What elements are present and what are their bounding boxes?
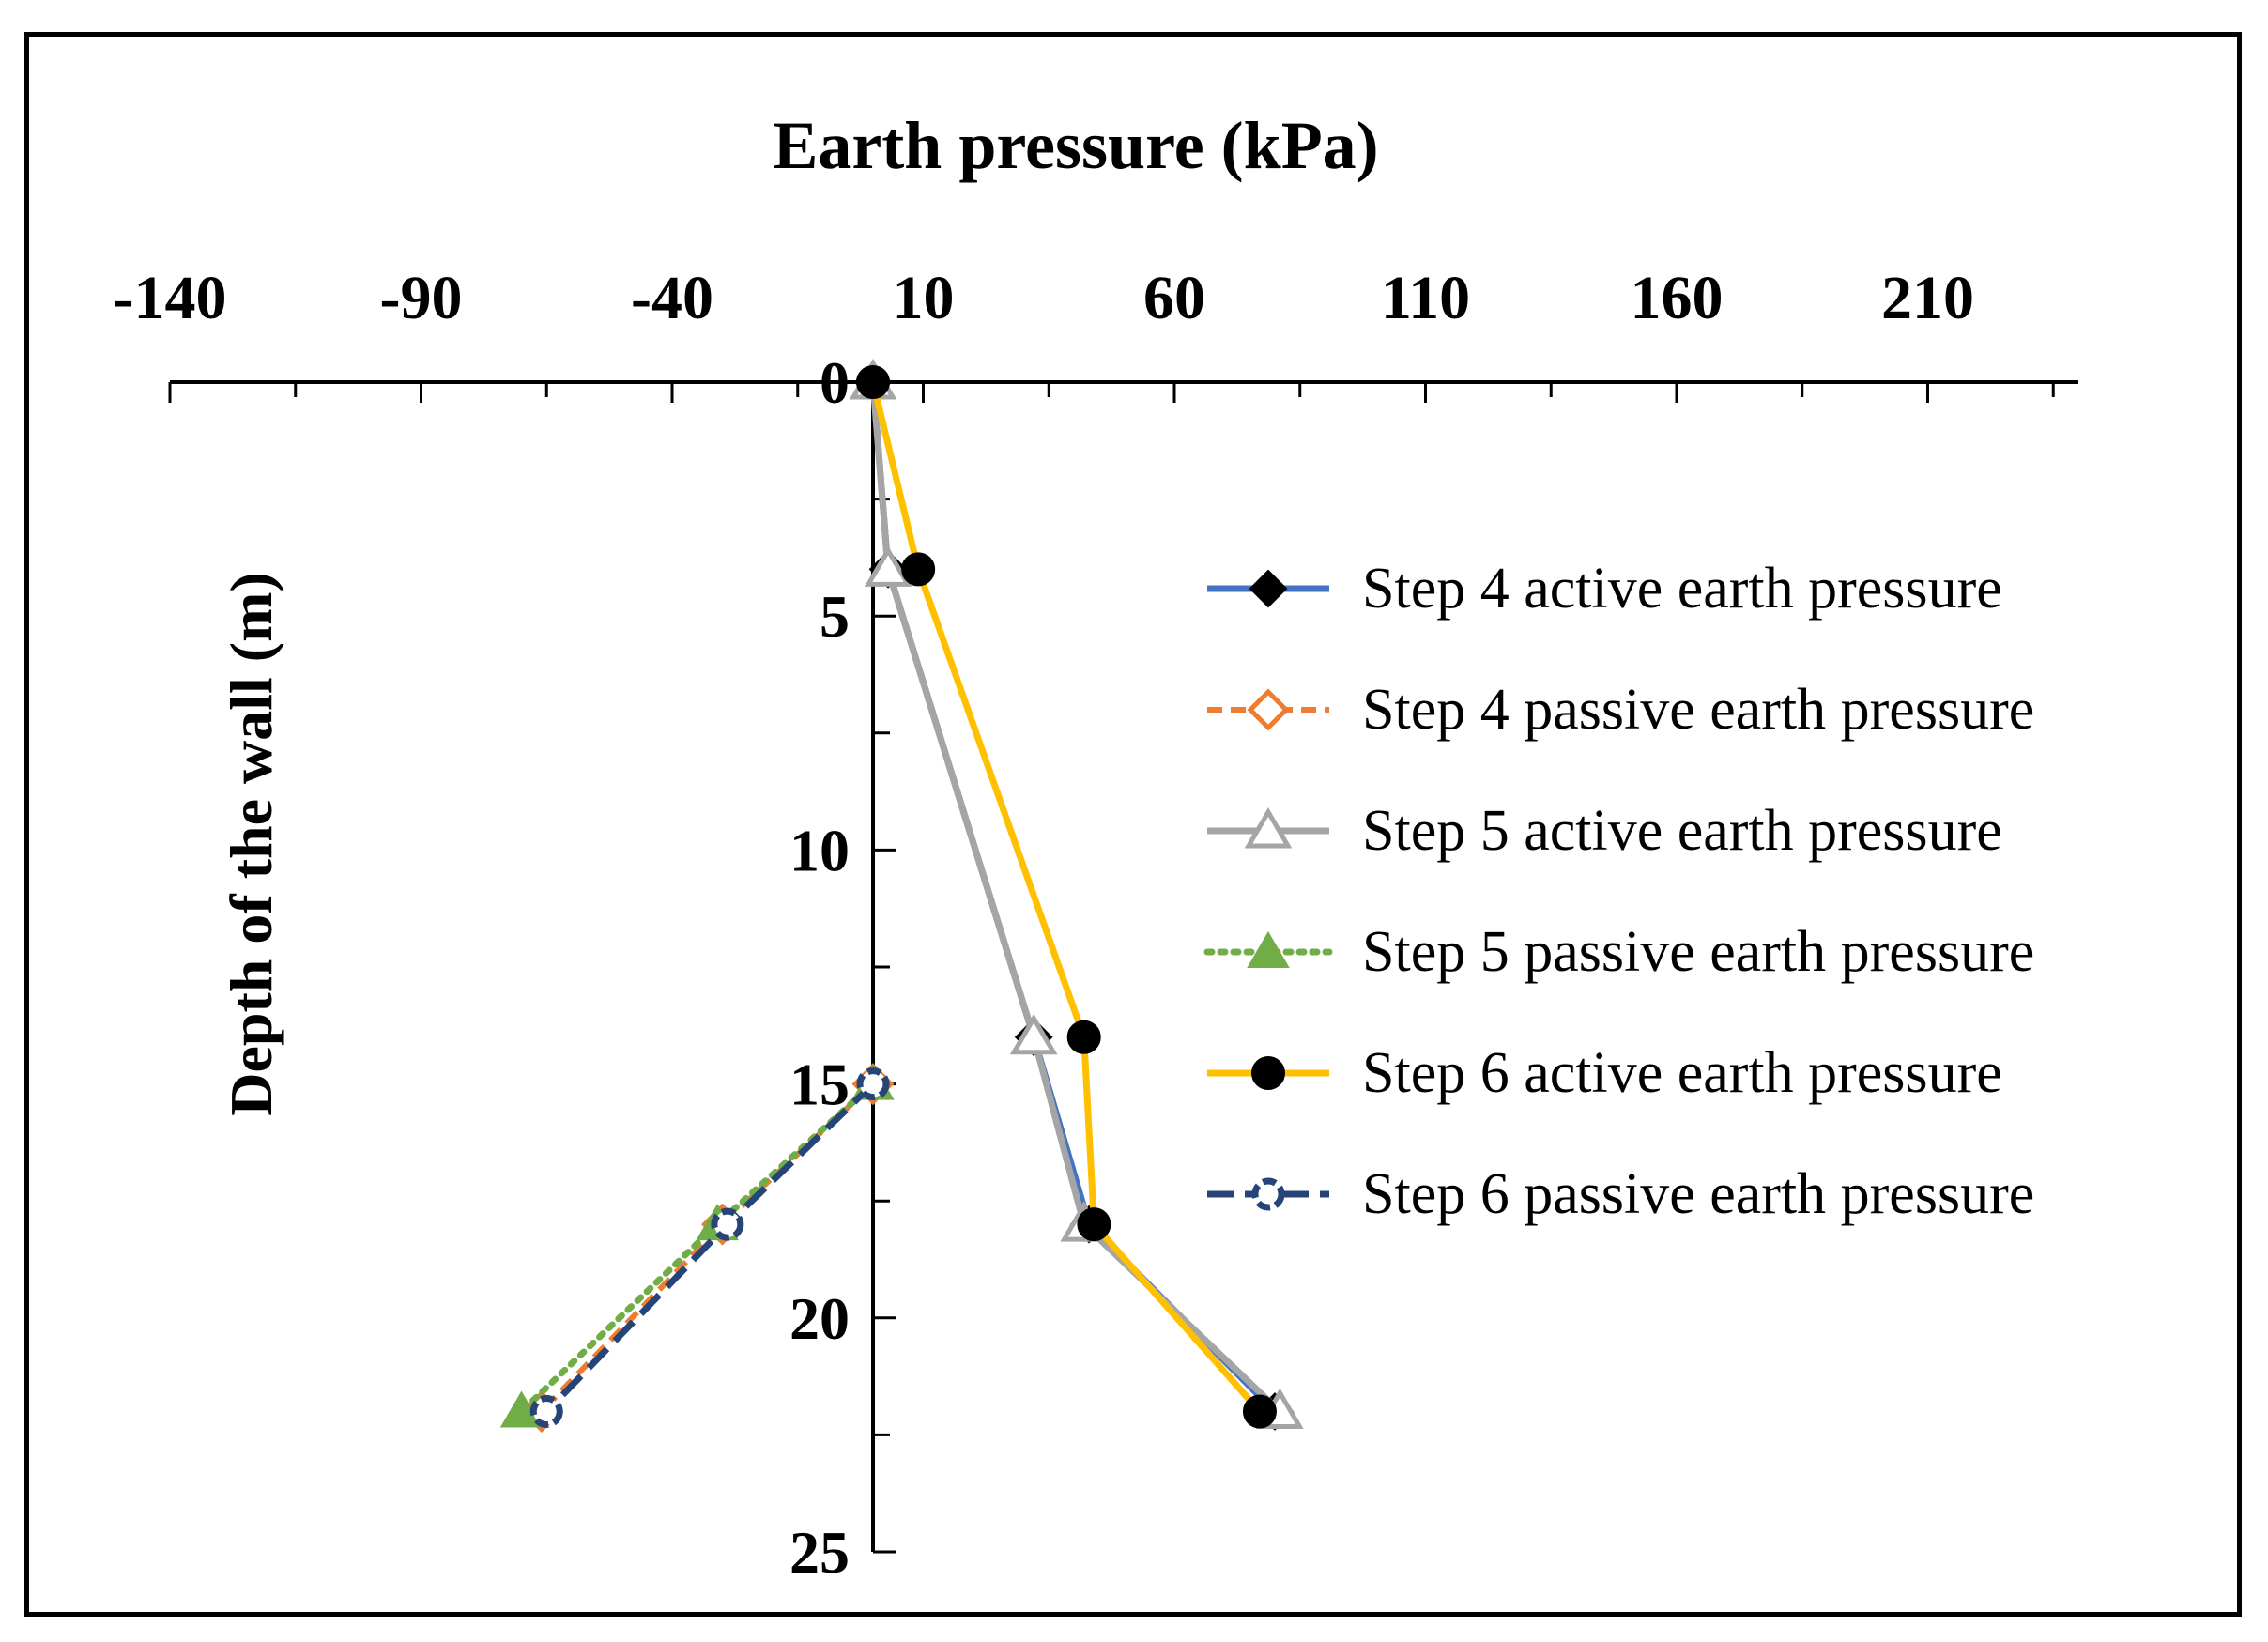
y-tick-label: 5 — [820, 583, 850, 650]
legend-item: Step 6 active earth pressure — [1207, 1041, 2002, 1105]
data-point — [1009, 1013, 1058, 1055]
legend-label: Step 5 passive earth pressure — [1362, 920, 2034, 984]
legend-item: Step 4 passive earth pressure — [1207, 678, 2034, 742]
legend-label: Step 4 active earth pressure — [1362, 557, 2002, 621]
series-layer — [499, 359, 1304, 1434]
y-tick-label: 15 — [789, 1051, 850, 1118]
data-point — [856, 1067, 890, 1101]
y-tick-label: 20 — [789, 1285, 850, 1352]
legend-marker — [1251, 1177, 1285, 1211]
series-line — [869, 381, 1263, 1414]
series-5 — [856, 365, 1277, 1429]
x-tick-label: -140 — [114, 264, 227, 332]
data-point — [856, 365, 890, 399]
data-point — [1066, 1020, 1101, 1054]
series-1 — [853, 362, 1295, 1431]
series-line — [539, 1082, 876, 1414]
series-line — [518, 1081, 877, 1415]
y-tick-label: 25 — [789, 1519, 850, 1586]
legend-label: Step 5 active earth pressure — [1362, 799, 2002, 863]
y-axis: 0 5 10 15 20 25 — [789, 349, 896, 1586]
legend-item: Step 6 passive earth pressure — [1207, 1162, 2034, 1226]
earth-pressure-chart: Earth pressure (kPa) -140 -90 -40 10 60 110 16… — [114, 108, 2078, 1586]
legend-label: Step 6 active earth pressure — [1362, 1041, 2002, 1105]
x-tick-label: 110 — [1381, 264, 1470, 332]
data-point — [901, 552, 936, 587]
x-tick-label: 10 — [893, 264, 955, 332]
legend-marker — [1251, 1056, 1285, 1090]
legend-label: Step 4 passive earth pressure — [1362, 678, 2034, 742]
legend-item: Step 5 passive earth pressure — [1203, 920, 2034, 984]
x-tick-label: -40 — [631, 264, 713, 332]
legend-marker — [1247, 688, 1290, 731]
y-tick-label: 10 — [789, 817, 850, 883]
legend: Step 4 active earth pressure Step 4 passi… — [1203, 557, 2034, 1226]
data-point — [1242, 1394, 1277, 1429]
series-3 — [849, 359, 1304, 1429]
legend-marker — [1249, 569, 1288, 608]
x-tick-label: 210 — [1881, 264, 1974, 332]
x-tick-label: 60 — [1143, 264, 1205, 332]
data-point — [864, 545, 912, 587]
chart-frame: Earth pressure (kPa) -140 -90 -40 10 60 110 16… — [24, 32, 2242, 1617]
x-tick-label: -90 — [380, 264, 463, 332]
x-axis: -140 -90 -40 10 60 110 160 210 — [114, 264, 2078, 403]
data-point — [711, 1207, 744, 1241]
y-axis-label: Depth of the wall (m) — [218, 572, 284, 1115]
y-tick-label: 0 — [820, 349, 850, 416]
legend-item: Step 4 active earth pressure — [1207, 557, 2002, 621]
x-tick-label: 160 — [1631, 264, 1724, 332]
series-6 — [529, 1067, 890, 1428]
legend-item: Step 5 active earth pressure — [1207, 799, 2002, 863]
chart-title: Earth pressure (kPa) — [773, 108, 1378, 183]
legend-label: Step 6 passive earth pressure — [1362, 1162, 2034, 1226]
data-point — [1077, 1207, 1111, 1242]
legend-marker — [1247, 931, 1290, 968]
series-line — [869, 381, 1282, 1415]
data-point — [529, 1394, 563, 1428]
legend-marker — [1244, 807, 1293, 849]
series-line — [869, 381, 1278, 1414]
series-line — [544, 1082, 876, 1414]
